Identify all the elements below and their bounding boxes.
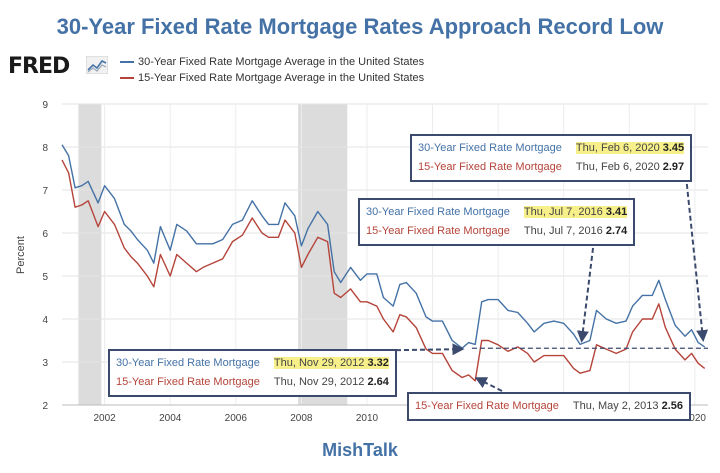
annotation-label: 30-Year Fixed Rate Mortgage xyxy=(366,206,510,218)
annotation-value: 2.97 xyxy=(662,161,685,173)
arrow-may-2013 xyxy=(474,377,503,392)
annotation-date: Thu, Nov 29, 2012 3.32 xyxy=(273,357,389,369)
chart-title: 30-Year Fixed Rate Mortgage Rates Approa… xyxy=(56,14,664,39)
annotation-date-text: Thu, Nov 29, 2012 xyxy=(273,357,365,369)
annotation-date: Thu, Jul 7, 2016 2.74 xyxy=(524,225,627,237)
annotation-value: 2.64 xyxy=(367,376,389,388)
annotation-label: 15-Year Fixed Rate Mortgage xyxy=(366,225,510,237)
annotation-label: 15-Year Fixed Rate Mortgage xyxy=(415,400,559,412)
annotation-box-may-2013: 15-Year Fixed Rate Mortgage Thu, May 2, 2… xyxy=(407,392,691,421)
y-tick-label: 5 xyxy=(42,272,48,283)
annotation-date-text: Thu, Nov 29, 2012 xyxy=(273,376,365,388)
y-tick-label: 7 xyxy=(42,186,48,197)
y-tick-label: 4 xyxy=(42,315,48,326)
annotation-label: 15-Year Fixed Rate Mortgage xyxy=(116,376,260,388)
annotation-value: 2.74 xyxy=(605,225,628,237)
annotation-box-jul-2016: 30-Year Fixed Rate Mortgage Thu, Jul 7, 2… xyxy=(358,198,636,246)
y-tick-label: 8 xyxy=(42,143,48,154)
annotation-row: 30-Year Fixed Rate Mortgage Thu, Nov 29, … xyxy=(116,354,389,373)
annotation-date-text: Thu, May 2, 2013 xyxy=(572,400,659,412)
x-tick-label: 2020 xyxy=(684,413,707,424)
legend-label-30-year: 30-Year Fixed Rate Mortgage Average in t… xyxy=(138,56,425,68)
series-line-15-year xyxy=(61,159,706,382)
legend-swatch-30-year xyxy=(120,61,134,64)
legend-item-30-year: 30-Year Fixed Rate Mortgage Average in t… xyxy=(120,56,424,68)
annotation-label: 30-Year Fixed Rate Mortgage xyxy=(418,142,562,154)
annotation-value: 3.32 xyxy=(367,357,389,369)
annotation-date: Thu, May 2, 2013 2.56 xyxy=(573,400,683,412)
annotation-date-text: Thu, Feb 6, 2020 xyxy=(575,142,660,154)
annotation-value: 3.45 xyxy=(662,142,685,154)
annotation-row: 30-Year Fixed Rate Mortgage Thu, Feb 6, 2… xyxy=(418,139,685,158)
legend-swatch-15-year xyxy=(120,77,134,80)
annotation-label: 15-Year Fixed Rate Mortgage xyxy=(418,161,562,173)
x-tick-label: 2010 xyxy=(356,413,379,424)
legend-item-15-year: 15-Year Fixed Rate Mortgage Average in t… xyxy=(120,72,424,84)
annotation-label: 30-Year Fixed Rate Mortgage xyxy=(116,357,260,369)
annotation-date-text: Thu, Feb 6, 2020 xyxy=(575,161,660,173)
x-tick-label: 2006 xyxy=(225,413,248,424)
y-tick-label: 6 xyxy=(42,229,48,240)
annotation-date-text: Thu, Jul 7, 2016 xyxy=(523,225,603,237)
x-tick-label: 2002 xyxy=(94,413,117,424)
fred-chart-icon xyxy=(86,56,108,74)
fred-logo: FRED xyxy=(8,54,70,79)
annotation-date: Thu, Feb 6, 2020 2.97 xyxy=(576,161,684,173)
y-tick-label: 2 xyxy=(42,401,48,412)
annotation-row: 15-Year Fixed Rate Mortgage Thu, Feb 6, 2… xyxy=(418,158,684,177)
annotation-date: Thu, Nov 29, 2012 2.64 xyxy=(274,376,389,388)
x-tick-label: 2008 xyxy=(290,413,313,424)
series-line-30-year xyxy=(61,144,706,349)
legend-label-15-year: 15-Year Fixed Rate Mortgage Average in t… xyxy=(138,72,425,84)
annotation-row: 30-Year Fixed Rate Mortgage Thu, Jul 7, 2… xyxy=(366,203,628,222)
footer-brand: MishTalk xyxy=(322,440,398,460)
annotation-date: Thu, Feb 6, 2020 3.45 xyxy=(575,142,685,154)
annotation-value: 2.56 xyxy=(661,400,683,412)
annotation-box-feb-2020: 30-Year Fixed Rate Mortgage Thu, Feb 6, 2… xyxy=(410,134,693,182)
series-lines xyxy=(61,144,706,382)
annotation-date-text: Thu, Jul 7, 2016 xyxy=(523,206,603,218)
arrow-jul-2016 xyxy=(576,239,595,343)
annotation-row: 15-Year Fixed Rate Mortgage Thu, Nov 29, … xyxy=(116,373,389,392)
recession-band xyxy=(78,104,102,405)
y-axis-label: Percent xyxy=(15,236,27,274)
x-tick-label: 2004 xyxy=(159,413,182,424)
arrow-feb-2020 xyxy=(685,175,709,343)
y-tick-label: 3 xyxy=(42,358,48,369)
annotation-box-nov-2012: 30-Year Fixed Rate Mortgage Thu, Nov 29, … xyxy=(108,349,397,397)
annotation-date: Thu, Jul 7, 2016 3.41 xyxy=(523,206,628,218)
annotation-row: 15-Year Fixed Rate Mortgage Thu, May 2, 2… xyxy=(415,397,683,416)
annotation-row: 15-Year Fixed Rate Mortgage Thu, Jul 7, 2… xyxy=(366,222,627,241)
y-tick-label: 9 xyxy=(42,100,48,111)
annotation-value: 3.41 xyxy=(605,206,628,218)
